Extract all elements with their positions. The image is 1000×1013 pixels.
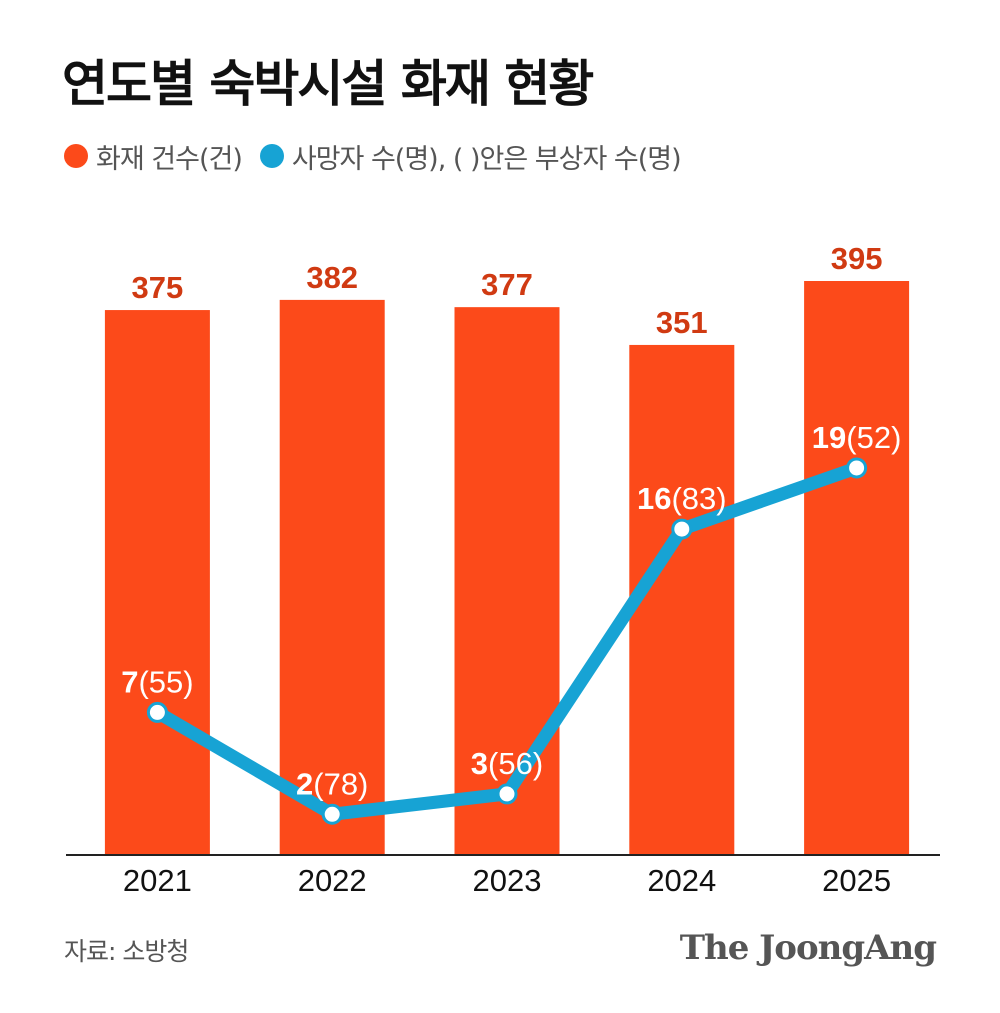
x-tick-label-2023: 2023 (473, 863, 542, 898)
deaths-point-2022 (321, 803, 343, 825)
brand-logo: The JoongAng (679, 928, 937, 968)
legend: 화재 건수(건) 사망자 수(명), ( )안은 부상자 수(명) (64, 136, 699, 176)
source-note: 자료: 소방청 (64, 937, 189, 966)
chart-area: 375 382 377 351 395 2021 2022 2023 2024 2025 7(55)… (66, 241, 940, 898)
deaths-label-2023: 3(56) (471, 746, 543, 781)
bar-2025 (804, 281, 910, 855)
bar-label-2023: 377 (481, 267, 533, 302)
deaths-point-2023 (496, 783, 518, 805)
x-tick-label-2022: 2022 (298, 863, 367, 898)
deaths-point-2021 (146, 701, 168, 723)
x-tick-label-2025: 2025 (822, 863, 891, 898)
legend-swatch-fires (64, 144, 88, 168)
x-tick-label-2021: 2021 (123, 863, 192, 898)
bar-label-2024: 351 (656, 305, 708, 340)
legend-label-deaths: 사망자 수(명), ( )안은 부상자 수(명) (291, 143, 682, 175)
deaths-point-2025 (846, 457, 868, 479)
bar-label-2021: 375 (132, 270, 184, 305)
legend-item-fires: 화재 건수(건) (64, 137, 243, 176)
bar-2023 (454, 307, 560, 855)
x-tick-label-2024: 2024 (647, 863, 716, 898)
legend-item-deaths: 사망자 수(명), ( )안은 부상자 수(명) (259, 137, 682, 176)
deaths-label-2025: 19(52) (812, 420, 902, 455)
bar-2021 (104, 310, 210, 855)
deaths-label-2022: 2(78) (296, 766, 368, 801)
bar-2022 (279, 299, 385, 856)
deaths-label-2024: 16(83) (637, 481, 727, 516)
bar-2024 (629, 344, 735, 855)
deaths-point-2024 (671, 518, 693, 540)
legend-swatch-deaths (259, 144, 284, 168)
deaths-label-2021: 7(55) (121, 664, 193, 699)
bar-label-2022: 382 (306, 260, 358, 295)
bar-label-2025: 395 (831, 241, 883, 276)
chart-title: 연도별 숙박시설 화재 현황 (62, 55, 594, 113)
legend-label-fires: 화재 건수(건) (96, 143, 243, 175)
